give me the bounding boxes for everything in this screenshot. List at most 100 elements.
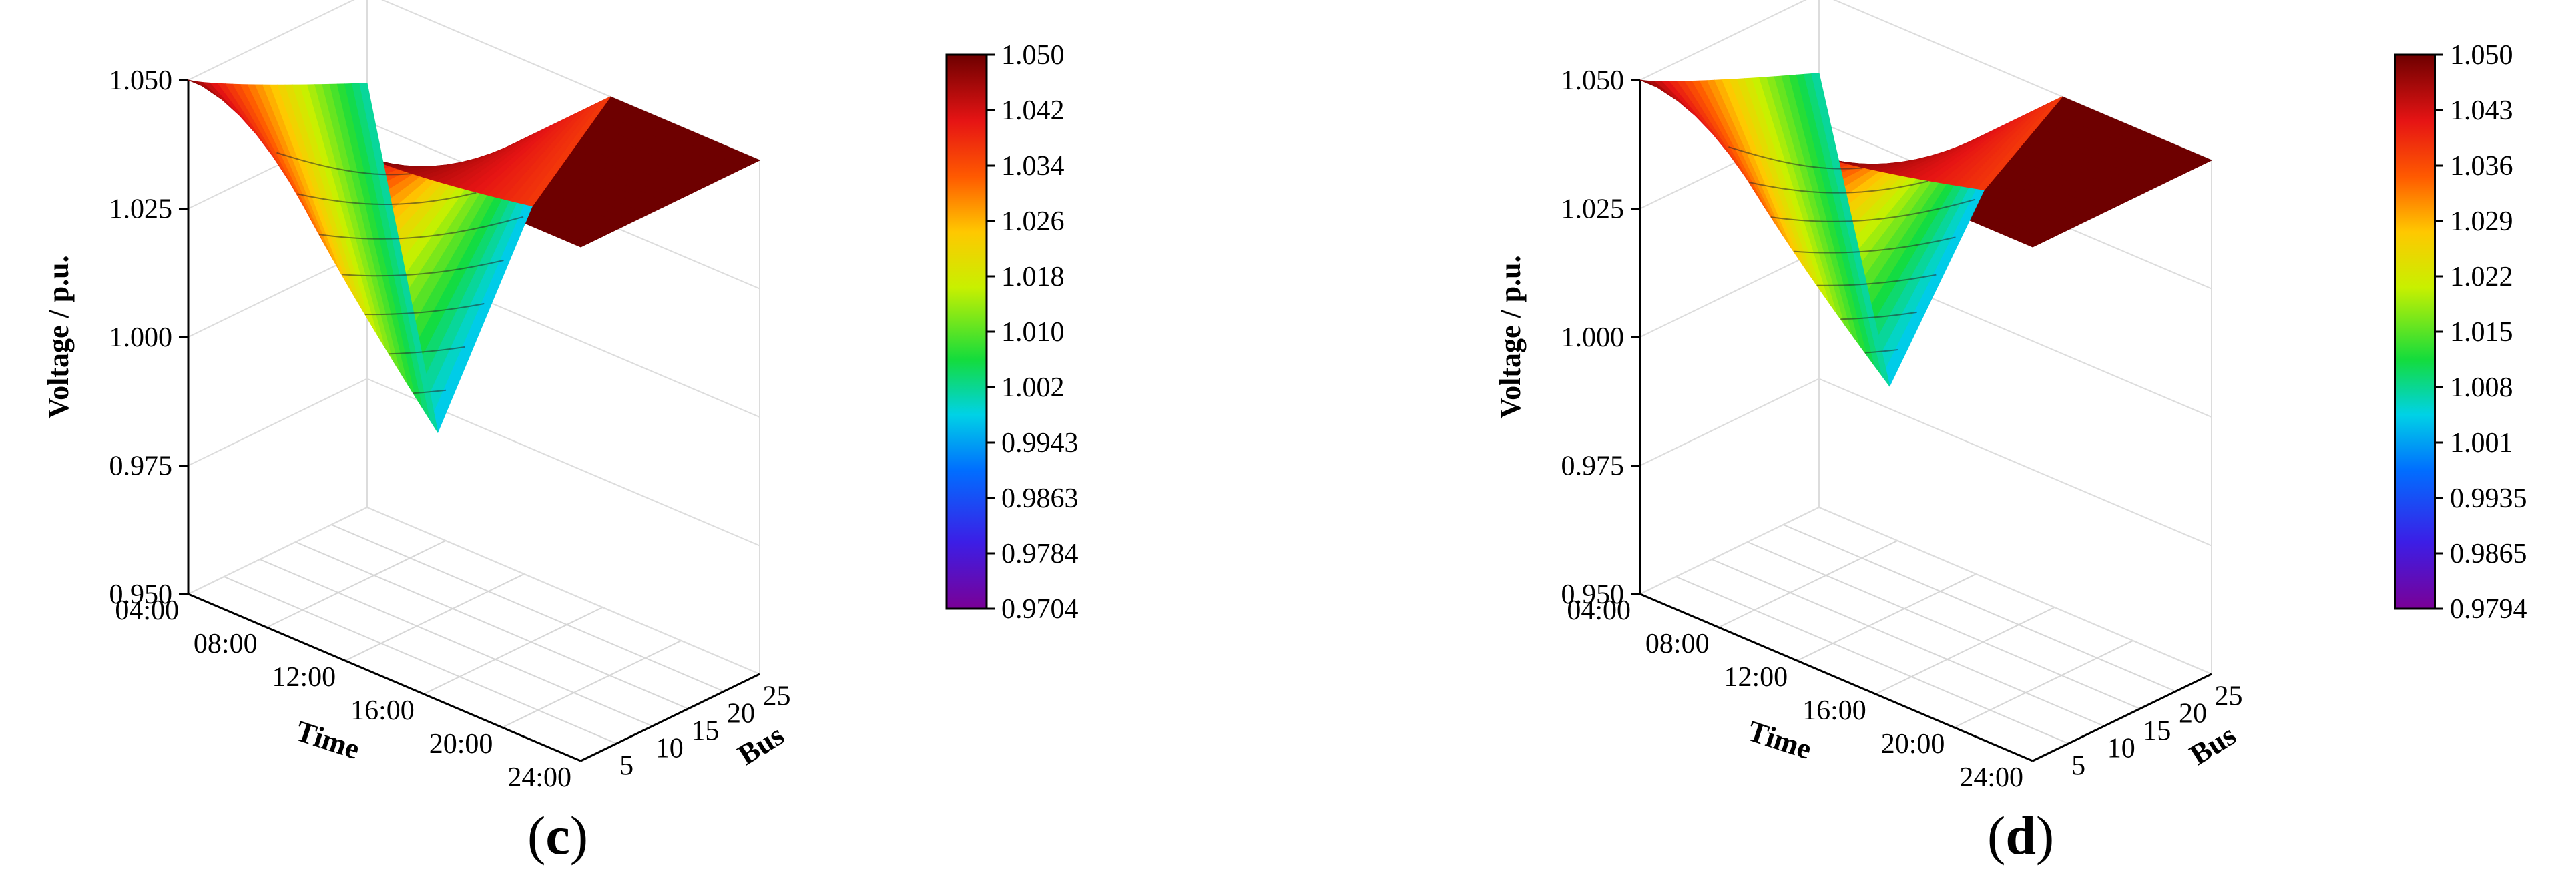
contour-line [1816, 274, 1937, 286]
colorbar-tick-label: 0.9784 [1001, 539, 1079, 569]
bus-tick-label: 15 [691, 715, 719, 746]
time-tick-label: 04:00 [115, 595, 179, 626]
floor-gridline-time [344, 573, 525, 661]
time-tick-label: 24:00 [507, 762, 571, 793]
contours-c [276, 152, 524, 394]
floor-gridline-bus [1711, 559, 2105, 727]
colorbar-tick-label: 1.026 [1001, 206, 1065, 237]
wall-gridline [1639, 378, 1820, 467]
z-axis-title: Voltage / p.u. [1494, 255, 1527, 418]
wall-gridline [188, 0, 355, 81]
bus-axis-line [2032, 673, 2212, 762]
panel-label-c: (c) [527, 805, 589, 866]
time-tick-label: 24:00 [1959, 762, 2023, 793]
colorbar-tick-label: 1.029 [2450, 206, 2513, 237]
colorbar-tick-label: 1.043 [2450, 95, 2513, 126]
time-tick-label: 12:00 [1724, 662, 1788, 693]
contour-line [341, 260, 504, 277]
colorbar-tick-label: 0.9704 [1001, 594, 1079, 625]
surface-c [188, 79, 761, 433]
colorbar-tick-label: 1.001 [2450, 428, 2513, 459]
floor-grid-d [1639, 507, 2212, 762]
contour-line [1840, 311, 1917, 320]
surface-patch-morning [1811, 73, 1890, 386]
time-tick-label: 04:00 [1567, 595, 1631, 626]
surface-d [1639, 73, 2213, 387]
contour-line [364, 303, 485, 316]
z-tick-label: 1.050 [109, 65, 173, 96]
contour-line [389, 346, 465, 355]
floor-gridline-bus [259, 559, 653, 727]
contour-line [413, 389, 447, 394]
floor-gridline-time [1875, 607, 2055, 695]
colorbar-tick-label: 1.018 [1001, 262, 1065, 292]
surface-patch-morning [359, 83, 439, 433]
axes-c [187, 0, 760, 762]
wall-gridline [188, 378, 368, 467]
colorbar-tick-label: 1.050 [1001, 40, 1065, 71]
z-tick-label: 1.025 [109, 194, 173, 225]
colorbar-tick-label: 1.010 [1001, 317, 1065, 348]
bus-tick-label: 15 [2143, 715, 2171, 746]
bus-tick-label: 25 [2215, 681, 2243, 711]
bus-tick-label: 20 [2179, 698, 2207, 729]
colorbar-tick-label: 1.015 [2450, 317, 2513, 348]
time-tick-label: 08:00 [1645, 629, 1710, 659]
z-tick-label: 0.950 [1561, 579, 1625, 610]
z-tick-label: 1.000 [1561, 322, 1625, 353]
contour-line [1728, 146, 1862, 170]
wall-gridline [1639, 507, 1820, 595]
colorbar-tick-label: 1.008 [2450, 372, 2513, 403]
wall-gridline [1818, 378, 2212, 547]
floor-gridline-bus [1676, 576, 2069, 744]
colorbar-tick-label: 0.9863 [1001, 483, 1079, 514]
floor-gridline-time [1953, 640, 2133, 728]
z-tick-label: 1.000 [109, 322, 173, 353]
time-axis-line [1639, 593, 2033, 762]
floor-gridline-bus [295, 541, 689, 709]
contour-line [297, 192, 477, 205]
contour-line [276, 152, 411, 176]
contour-line [1864, 349, 1898, 354]
bus-tick-label: 25 [763, 681, 791, 711]
bus-tick-label: 10 [2107, 733, 2135, 764]
z-tick-label: 1.025 [1561, 194, 1625, 225]
colorbar-tick-label: 1.050 [2450, 40, 2513, 71]
floor-gridline-bus [1783, 524, 2176, 692]
colorbar-tick-label: 0.9935 [2450, 483, 2527, 514]
floor-gridline-time [266, 540, 447, 628]
floor-gridline-bus [331, 524, 724, 692]
colorbar-tick-label: 1.022 [2450, 262, 2513, 292]
chart-panel-c: 1.050 1.025 1.000 0.975 0.950 04:00 08:00 12:00… [42, 0, 1079, 866]
chart-panel-d: 1.050 1.025 1.000 0.975 0.950 04:00 08:00 12:00… [1452, 0, 2576, 883]
z-tick-label: 0.950 [109, 579, 173, 610]
wall-gridline [1818, 507, 2212, 675]
colorbar-d: 1.050 1.043 1.036 1.029 1.022 1.015 1.008 1.001… [2394, 40, 2527, 625]
floor-gridline-bus [1747, 541, 2141, 709]
panel-label-d: (d) [1987, 805, 2055, 866]
time-tick-label: 16:00 [1802, 695, 1866, 726]
colorbar-tick-label: 1.034 [1001, 151, 1065, 182]
colorbar-tick-label: 0.9865 [2450, 539, 2527, 569]
bus-tick-label: 20 [727, 698, 755, 729]
wall-gridline [188, 507, 368, 595]
time-tick-label: 16:00 [350, 695, 415, 726]
floor-gridline-time [423, 607, 603, 695]
contours-d [1728, 146, 1976, 354]
floor-grid-c [188, 507, 760, 762]
time-tick-label: 08:00 [194, 629, 258, 659]
contour-line [1770, 198, 1976, 222]
colorbar-tick-label: 1.036 [2450, 151, 2513, 182]
contour-line [318, 216, 524, 240]
bus-tick-label: 5 [619, 750, 633, 781]
floor-gridline-time [1796, 573, 1977, 661]
colorbar-gradient [945, 53, 988, 610]
time-tick-label: 12:00 [272, 662, 336, 693]
bus-tick-label: 10 [656, 733, 684, 764]
bus-tick-label: 5 [2071, 750, 2085, 781]
floor-gridline-time [501, 640, 682, 728]
colorbar-gradient [2394, 53, 2436, 610]
colorbar-tick-label: 1.042 [1001, 95, 1065, 126]
